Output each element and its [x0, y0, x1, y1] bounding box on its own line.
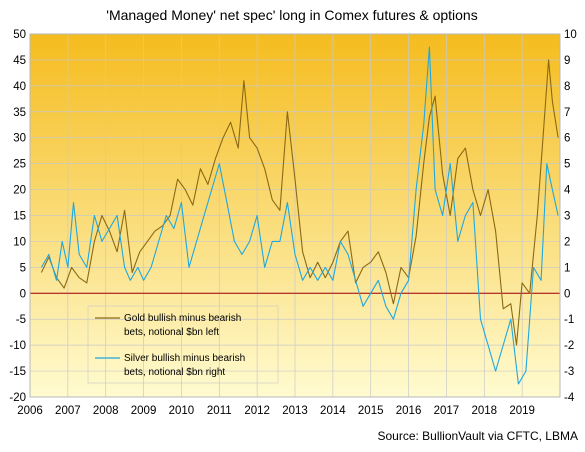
left-tick-label: 5: [20, 262, 26, 274]
right-tick-label: 1: [564, 262, 570, 274]
right-tick-label: 5: [564, 159, 570, 171]
x-tick-label: 2006: [17, 405, 43, 417]
right-tick-label: 6: [564, 133, 570, 145]
source-note: Source: BullionVault via CFTC, LBMA: [377, 429, 578, 443]
x-tick-label: 2014: [320, 405, 346, 417]
x-tick-label: 2018: [471, 405, 497, 417]
right-tick-label: -4: [564, 392, 575, 404]
legend-gold-label-2: bets, notional $bn left: [124, 327, 219, 338]
x-tick-label: 2017: [434, 405, 460, 417]
x-tick-label: 2011: [207, 405, 232, 417]
right-tick-label: 4: [564, 185, 571, 197]
chart-title: 'Managed Money' net spec' long in Comex …: [106, 7, 477, 23]
left-tick-label: 20: [13, 185, 26, 197]
x-tick-label: 2016: [396, 405, 422, 417]
x-axis: 2006 2007 2008 2009 2010 2011 2012 2013 2014 2015…: [17, 405, 535, 417]
right-tick-label: 3: [564, 211, 570, 223]
right-tick-label: -1: [564, 314, 574, 326]
left-tick-label: 45: [13, 55, 26, 67]
left-tick-label: -5: [16, 314, 26, 326]
left-axis: -20 -15 -10 -5 0 5 10 15 20 25 30 35 40 45 50: [9, 29, 26, 404]
x-tick-label: 2013: [282, 405, 308, 417]
right-axis: -4 -3 -2 -1 0 1 2 3 4 5 6 7 8 9 10: [564, 29, 577, 404]
legend-gold-label-1: Gold bullish minus bearish: [124, 313, 241, 324]
left-tick-label: 15: [13, 211, 26, 223]
left-tick-label: -10: [9, 340, 26, 352]
left-tick-label: 50: [13, 29, 26, 41]
left-tick-label: 30: [13, 133, 26, 145]
x-tick-label: 2015: [358, 405, 384, 417]
right-tick-label: 8: [564, 81, 570, 93]
left-tick-label: 10: [13, 236, 26, 248]
right-tick-label: -3: [564, 366, 574, 378]
x-tick-label: 2008: [93, 405, 119, 417]
left-tick-label: 40: [13, 81, 26, 93]
right-tick-label: 9: [564, 55, 570, 67]
right-tick-label: 7: [564, 107, 570, 119]
legend-silver-label-1: Silver bullish minus bearish: [124, 353, 245, 364]
legend: Gold bullish minus bearish bets, notiona…: [87, 305, 279, 384]
legend-silver-label-2: bets, notional $bn right: [124, 367, 225, 378]
right-tick-label: 10: [564, 29, 577, 41]
x-tick-label: 2007: [55, 405, 81, 417]
silver-series-line: [40, 46, 559, 385]
left-tick-label: 0: [20, 288, 26, 300]
plot-border: [29, 33, 561, 398]
left-tick-label: -15: [9, 366, 26, 378]
x-tick-label: 2012: [244, 405, 270, 417]
right-tick-label: -2: [564, 340, 574, 352]
x-tick-label: 2010: [169, 405, 195, 417]
left-tick-label: 25: [13, 159, 26, 171]
right-tick-label: 0: [564, 288, 570, 300]
legend-frame: [87, 305, 279, 384]
left-tick-label: -20: [9, 392, 26, 404]
series-group: [40, 46, 559, 385]
right-tick-label: 2: [564, 236, 570, 248]
x-tick-label: 2009: [131, 405, 157, 417]
gold-series-line: [40, 59, 559, 346]
left-tick-label: 35: [13, 107, 26, 119]
x-tick-label: 2019: [509, 405, 535, 417]
